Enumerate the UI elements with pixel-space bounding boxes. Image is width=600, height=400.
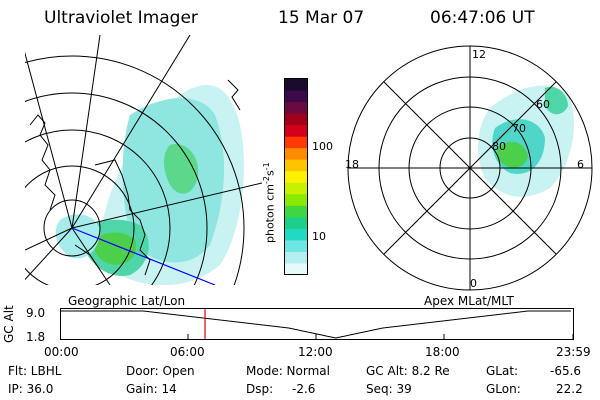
colorbar-segment	[285, 79, 307, 92]
mlt-label-0: 0	[470, 277, 477, 290]
mlat-label-60: 60	[536, 98, 550, 111]
colorbar	[284, 78, 308, 276]
magnetic-polar-map	[347, 45, 593, 291]
colorbar-tick-10: 10	[312, 230, 326, 243]
timeline-xtick-1: 06:00	[170, 345, 205, 359]
gain-info: Gain: 14	[126, 382, 177, 396]
colorbar-segment	[285, 205, 307, 218]
colorbar-segment	[285, 182, 307, 195]
colorbar-segment	[285, 194, 307, 207]
colorbar-segment	[285, 251, 307, 264]
colorbar-segment	[285, 159, 307, 172]
timeline-xtick-0: 00:00	[44, 345, 79, 359]
timeline-xtick-4: 23:59	[556, 345, 591, 359]
dsp-value: -2.6	[292, 382, 316, 396]
colorbar-segment	[285, 217, 307, 230]
door-info: Door: Open	[126, 364, 195, 378]
colorbar-segment	[285, 125, 307, 138]
mlt-label-18: 18	[345, 158, 359, 171]
filter-info: Flt: LBHL	[8, 364, 62, 378]
colorbar-segment	[285, 171, 307, 184]
colorbar-segment	[285, 263, 307, 276]
timeline-plot	[60, 308, 574, 340]
glat-value: -65.6	[550, 364, 582, 378]
mlat-label-80: 80	[492, 140, 506, 153]
colorbar-segment	[285, 102, 307, 115]
colorbar-segment	[285, 240, 307, 253]
date-label: 15 Mar 07	[278, 8, 365, 28]
mlat-label-70: 70	[512, 122, 526, 135]
aurora-image-geo	[55, 85, 244, 285]
geographic-map-title: Geographic Lat/Lon	[68, 294, 186, 308]
mlt-label-6: 6	[577, 158, 584, 171]
seq-info: Seq: 39	[366, 382, 412, 396]
timeline-ytick-top: 9.0	[26, 306, 46, 320]
colorbar-segment	[285, 90, 307, 103]
time-label: 06:47:06 UT	[430, 8, 535, 28]
timeline-xtick-3: 18:00	[425, 345, 460, 359]
geographic-map	[25, 35, 262, 285]
timeline-ytick-bottom: 1.8	[26, 330, 46, 344]
mode-info: Mode: Normal	[246, 364, 330, 378]
glat-label: GLat:	[486, 364, 519, 378]
colorbar-segment	[285, 148, 307, 161]
glon-label: GLon:	[486, 382, 521, 396]
colorbar-tick-100: 100	[312, 140, 333, 153]
dsp-label: Dsp:	[246, 382, 274, 396]
magnetic-map-title: Apex MLat/MLT	[424, 294, 514, 308]
timeline-xtick-2: 12:00	[298, 345, 333, 359]
colorbar-segment	[285, 113, 307, 126]
mlt-label-12: 12	[472, 48, 486, 61]
colorbar-segment	[285, 228, 307, 241]
timeline-ylabel: GC Alt	[2, 305, 16, 343]
colorbar-unit-label: photon cm-2s-1	[262, 162, 277, 243]
gc-alt-info: GC Alt: 8.2 Re	[366, 364, 450, 378]
colorbar-segment	[285, 136, 307, 149]
altitude-curve	[60, 310, 571, 339]
instrument-title: Ultraviolet Imager	[44, 8, 198, 28]
glon-value: 22.2	[556, 382, 583, 396]
ip-info: IP: 36.0	[8, 382, 54, 396]
